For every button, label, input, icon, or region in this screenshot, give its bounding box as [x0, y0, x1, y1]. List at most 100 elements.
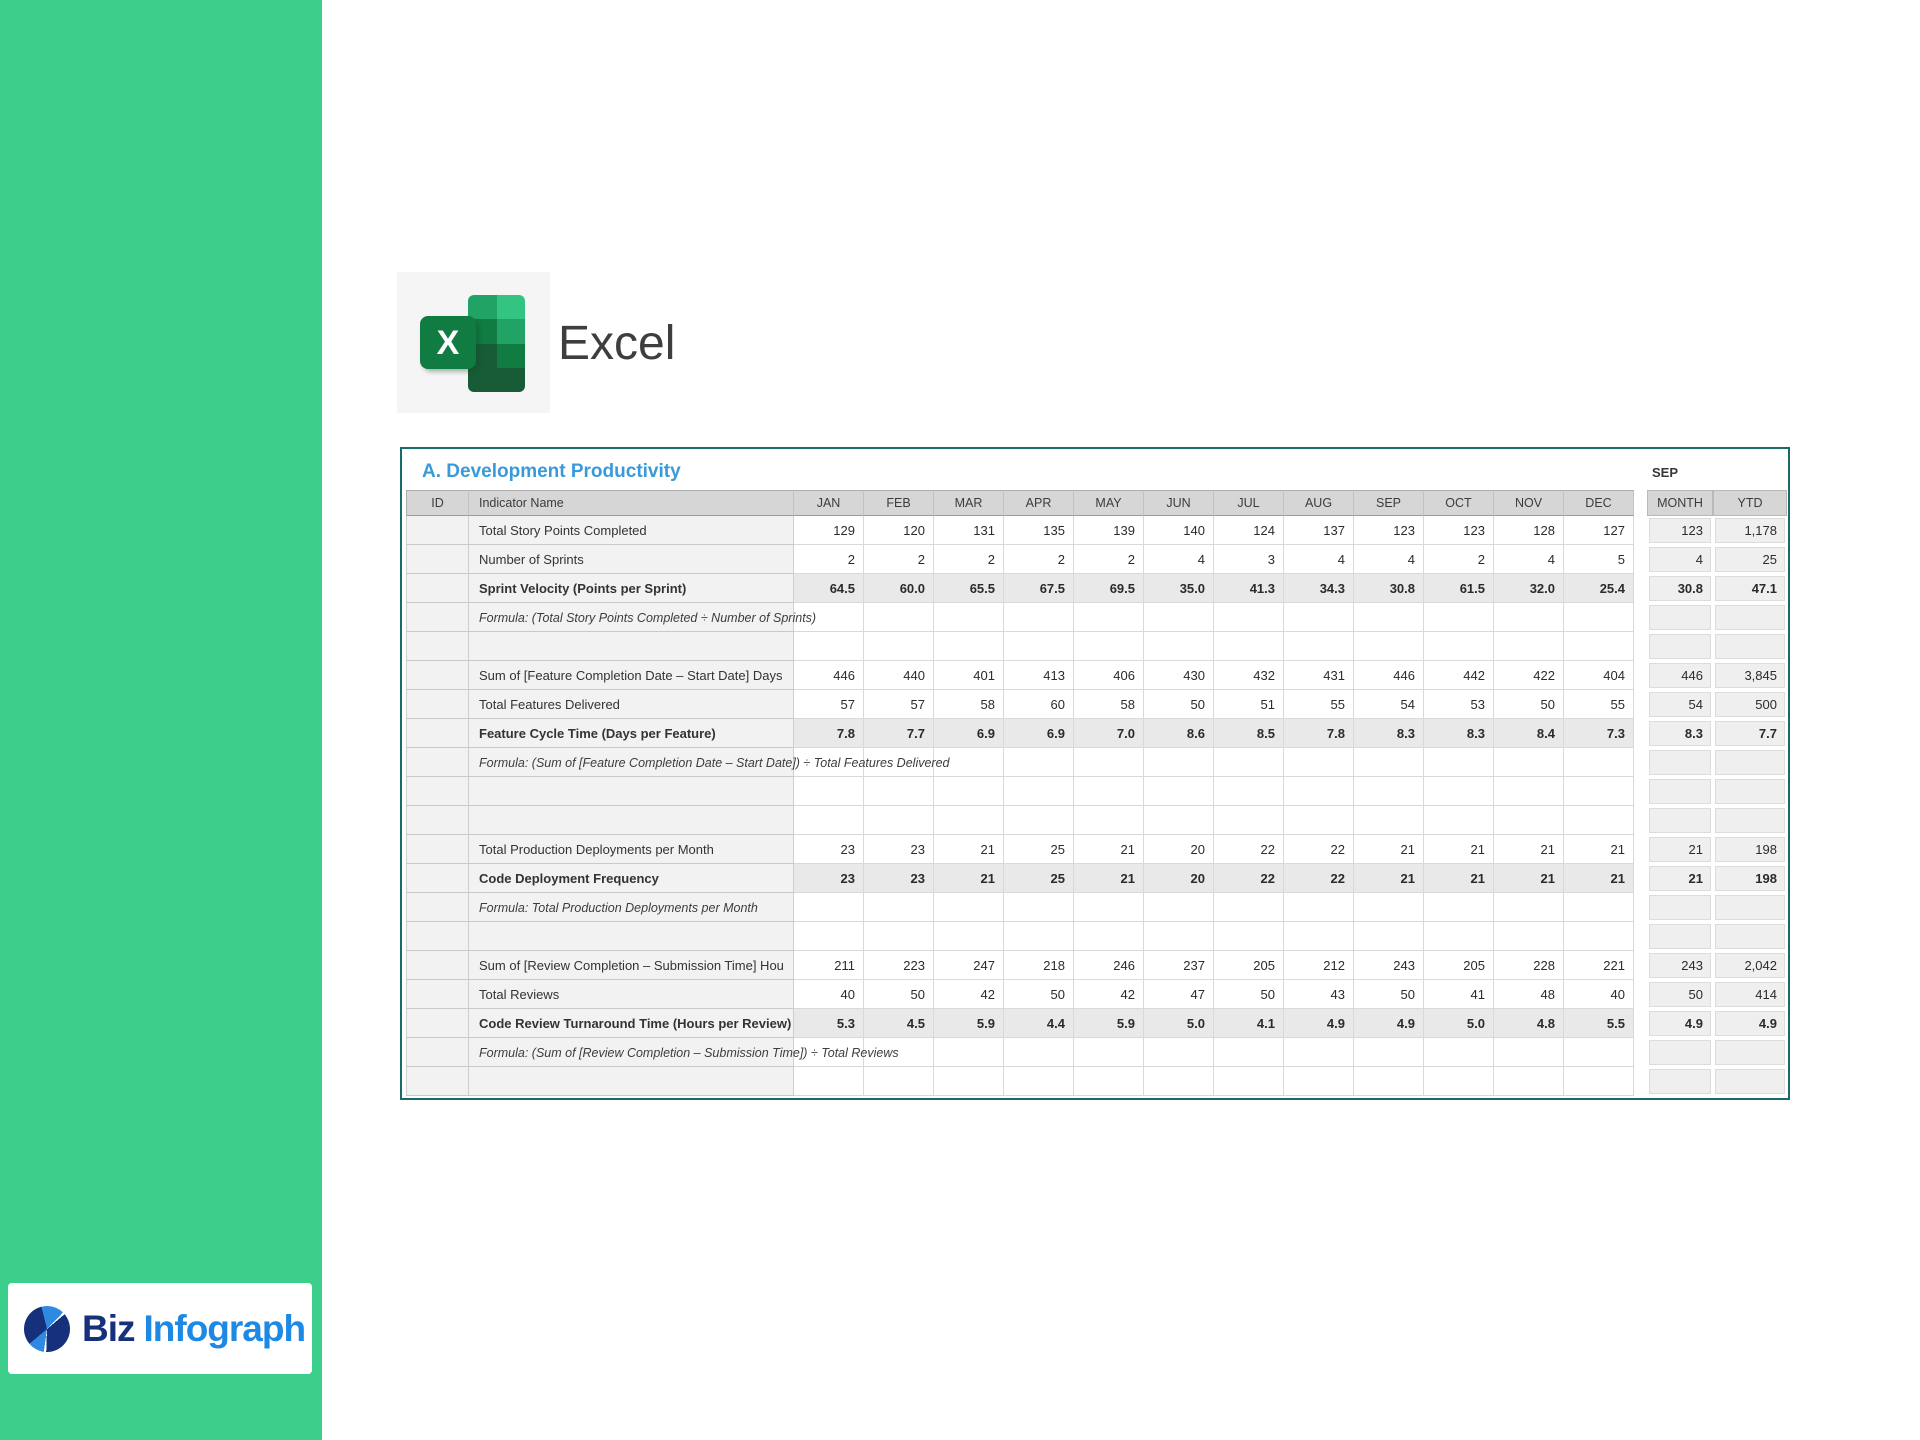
value-cell[interactable]: 4: [1144, 545, 1214, 574]
value-cell[interactable]: [864, 632, 934, 661]
month-cell[interactable]: [1647, 922, 1713, 951]
value-cell[interactable]: [1494, 748, 1564, 777]
value-cell[interactable]: [934, 777, 1004, 806]
value-cell[interactable]: [1214, 806, 1284, 835]
value-cell[interactable]: 50: [864, 980, 934, 1009]
value-cell[interactable]: 7.0: [1074, 719, 1144, 748]
value-cell[interactable]: [1144, 1038, 1214, 1067]
ytd-cell[interactable]: 47.1: [1713, 574, 1787, 603]
id-cell[interactable]: [406, 719, 469, 748]
value-cell[interactable]: [864, 1067, 934, 1096]
value-cell[interactable]: 128: [1494, 516, 1564, 545]
value-cell[interactable]: 54: [1354, 690, 1424, 719]
id-cell[interactable]: [406, 516, 469, 545]
ytd-cell[interactable]: 7.7: [1713, 719, 1787, 748]
value-cell[interactable]: [1354, 603, 1424, 632]
month-cell[interactable]: 4.9: [1647, 1009, 1713, 1038]
value-cell[interactable]: 21: [1424, 864, 1494, 893]
value-cell[interactable]: 21: [1074, 864, 1144, 893]
value-cell[interactable]: 446: [1354, 661, 1424, 690]
value-cell[interactable]: [934, 748, 1004, 777]
value-cell[interactable]: 25: [1004, 864, 1074, 893]
value-cell[interactable]: 55: [1284, 690, 1354, 719]
value-cell[interactable]: 60: [1004, 690, 1074, 719]
value-cell[interactable]: 2: [864, 545, 934, 574]
value-cell[interactable]: 137: [1284, 516, 1354, 545]
value-cell[interactable]: 43: [1284, 980, 1354, 1009]
value-cell[interactable]: [1004, 893, 1074, 922]
value-cell[interactable]: [1214, 632, 1284, 661]
value-cell[interactable]: 50: [1214, 980, 1284, 1009]
id-cell[interactable]: [406, 951, 469, 980]
value-cell[interactable]: [1074, 806, 1144, 835]
id-cell[interactable]: [406, 574, 469, 603]
id-cell[interactable]: [406, 603, 469, 632]
id-cell[interactable]: [406, 632, 469, 661]
ytd-cell[interactable]: 25: [1713, 545, 1787, 574]
value-cell[interactable]: 61.5: [1424, 574, 1494, 603]
value-cell[interactable]: 25: [1004, 835, 1074, 864]
value-cell[interactable]: [864, 748, 934, 777]
value-cell[interactable]: 51: [1214, 690, 1284, 719]
indicator-cell[interactable]: Total Production Deployments per Month: [469, 835, 794, 864]
value-cell[interactable]: 246: [1074, 951, 1144, 980]
value-cell[interactable]: 4: [1354, 545, 1424, 574]
value-cell[interactable]: 5.5: [1564, 1009, 1634, 1038]
value-cell[interactable]: 431: [1284, 661, 1354, 690]
value-cell[interactable]: [1214, 1067, 1284, 1096]
value-cell[interactable]: 7.3: [1564, 719, 1634, 748]
value-cell[interactable]: [1494, 777, 1564, 806]
value-cell[interactable]: 430: [1144, 661, 1214, 690]
value-cell[interactable]: 4.8: [1494, 1009, 1564, 1038]
value-cell[interactable]: 404: [1564, 661, 1634, 690]
value-cell[interactable]: [1284, 603, 1354, 632]
value-cell[interactable]: 2: [1004, 545, 1074, 574]
value-cell[interactable]: [1354, 1038, 1424, 1067]
value-cell[interactable]: [1354, 893, 1424, 922]
value-cell[interactable]: 23: [864, 835, 934, 864]
value-cell[interactable]: 2: [1074, 545, 1144, 574]
value-cell[interactable]: [1494, 1038, 1564, 1067]
value-cell[interactable]: [1144, 922, 1214, 951]
value-cell[interactable]: [1494, 603, 1564, 632]
value-cell[interactable]: [1074, 922, 1144, 951]
indicator-cell[interactable]: Total Reviews: [469, 980, 794, 1009]
value-cell[interactable]: 57: [864, 690, 934, 719]
value-cell[interactable]: 22: [1284, 864, 1354, 893]
value-cell[interactable]: [1284, 748, 1354, 777]
value-cell[interactable]: [794, 1038, 864, 1067]
value-cell[interactable]: 21: [1564, 864, 1634, 893]
value-cell[interactable]: 7.7: [864, 719, 934, 748]
value-cell[interactable]: [1354, 806, 1424, 835]
month-cell[interactable]: 243: [1647, 951, 1713, 980]
value-cell[interactable]: 2: [934, 545, 1004, 574]
value-cell[interactable]: [934, 1038, 1004, 1067]
ytd-cell[interactable]: [1713, 893, 1787, 922]
value-cell[interactable]: 2: [794, 545, 864, 574]
id-cell[interactable]: [406, 806, 469, 835]
value-cell[interactable]: 5.0: [1144, 1009, 1214, 1038]
value-cell[interactable]: [1214, 603, 1284, 632]
value-cell[interactable]: 35.0: [1144, 574, 1214, 603]
value-cell[interactable]: [1214, 922, 1284, 951]
ytd-cell[interactable]: 2,042: [1713, 951, 1787, 980]
value-cell[interactable]: [794, 632, 864, 661]
month-cell[interactable]: [1647, 1067, 1713, 1096]
value-cell[interactable]: 58: [934, 690, 1004, 719]
value-cell[interactable]: [1494, 922, 1564, 951]
value-cell[interactable]: [1424, 1067, 1494, 1096]
value-cell[interactable]: 32.0: [1494, 574, 1564, 603]
value-cell[interactable]: 442: [1424, 661, 1494, 690]
value-cell[interactable]: 42: [1074, 980, 1144, 1009]
value-cell[interactable]: [1354, 922, 1424, 951]
month-cell[interactable]: [1647, 748, 1713, 777]
value-cell[interactable]: 69.5: [1074, 574, 1144, 603]
value-cell[interactable]: [934, 632, 1004, 661]
month-cell[interactable]: [1647, 777, 1713, 806]
value-cell[interactable]: [1004, 1038, 1074, 1067]
value-cell[interactable]: [1354, 1067, 1424, 1096]
value-cell[interactable]: [1424, 777, 1494, 806]
value-cell[interactable]: 50: [1144, 690, 1214, 719]
value-cell[interactable]: [1564, 632, 1634, 661]
indicator-cell[interactable]: Sprint Velocity (Points per Sprint): [469, 574, 794, 603]
